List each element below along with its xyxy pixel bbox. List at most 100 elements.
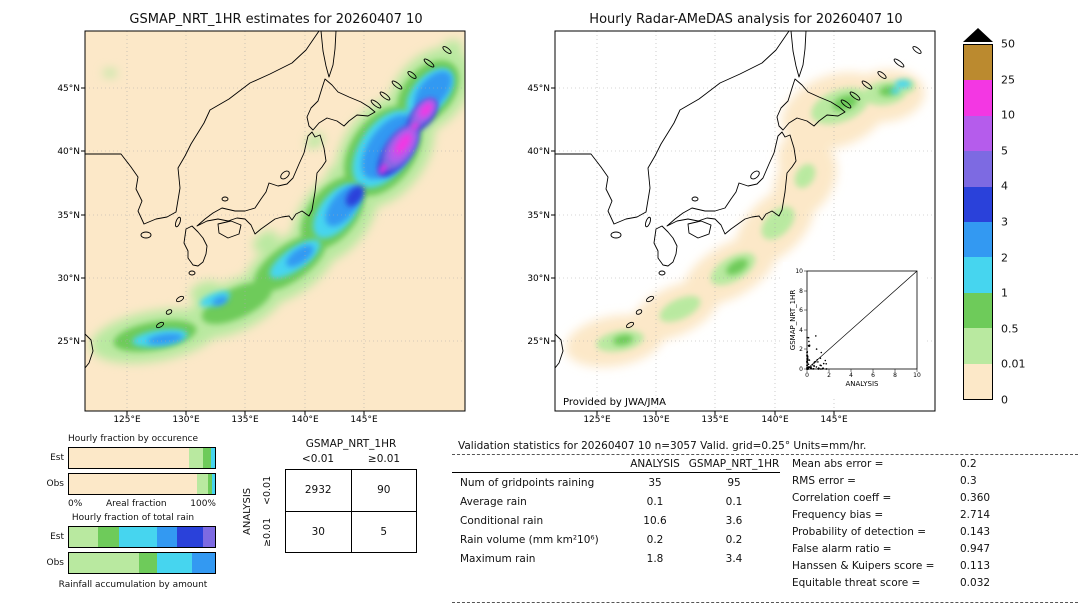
colorbar-segments [963, 44, 993, 400]
lat-tick-label: 30°N [57, 274, 80, 284]
svg-text:4: 4 [849, 372, 853, 379]
colorbar-overflow-triangle [963, 28, 993, 42]
coast-kyushu [183, 225, 208, 267]
lat-tick-label: 40°N [527, 147, 550, 157]
table-row: Num of gridpoints raining 35 95 [460, 476, 741, 489]
scatter-point [820, 351, 823, 354]
axis-hundred-label: 100% [190, 499, 216, 509]
bar-segment [207, 474, 213, 494]
left-map: 45°N 40°N 35°N 30°N 25°N 125°E 130°E 135… [57, 30, 466, 425]
island-kuril [370, 99, 382, 109]
lat-tick-label: 30°N [527, 274, 550, 284]
colorbar-label: 2 [1001, 251, 1008, 265]
divider-dashed-top [452, 454, 1078, 455]
scatter-point [808, 345, 810, 348]
table-row: Conditional rain 10.6 3.6 [460, 514, 743, 527]
inset-ylabel: GSMAP_NRT_1HR [789, 290, 797, 351]
lon-tick-label: 145°E [350, 415, 378, 425]
coast-hokkaido [776, 78, 846, 131]
island-amami [165, 309, 173, 315]
right-tick-marks [551, 87, 835, 415]
contingency-row-label: <0.01 [262, 475, 273, 505]
scatter-point [813, 362, 815, 364]
right-axis-labels: 45°N 40°N 35°N 30°N 25°N 125°E 130°E 135… [527, 84, 848, 425]
colorbar-label: 1 [1001, 286, 1008, 300]
bar-segment [191, 553, 215, 573]
left-map-frame [84, 30, 466, 412]
scatter-point [806, 364, 808, 367]
validation-table-header: ANALYSIS GSMAP_NRT_1HR [452, 458, 780, 473]
colorbar-label: 50 [1001, 37, 1015, 51]
island-kuril [840, 99, 852, 109]
svg-text:6: 6 [871, 372, 875, 379]
scatter-point [809, 366, 811, 369]
island-sado [280, 170, 290, 180]
validation-table: ANALYSIS GSMAP_NRT_1HR Num of gridpoints… [452, 458, 780, 594]
score-line: RMS error = 0.3 [792, 475, 977, 487]
table-row: Average rain 0.1 0.1 [460, 495, 743, 508]
bar-segment [197, 474, 208, 494]
scatter-point [819, 357, 822, 360]
colorbar-label: 3 [1001, 215, 1008, 229]
island-amami2 [175, 295, 185, 303]
bar-segment [156, 527, 178, 547]
colorbar-segment [964, 222, 992, 258]
table-row: Maximum rain 1.8 3.4 [460, 552, 743, 565]
coast-korea-mainland [85, 31, 320, 225]
bar-segment [69, 527, 99, 547]
total-est-bar [68, 526, 216, 548]
lon-tick-label: 125°E [583, 415, 611, 425]
contingency-col-label: ≥0.01 [367, 453, 401, 465]
score-line: Equitable threat score = 0.032 [792, 577, 991, 589]
scatter-point [815, 361, 817, 363]
contingency-cell: 2932 [286, 470, 351, 511]
bar-segment [188, 448, 204, 468]
bar-segment [118, 527, 157, 547]
lon-tick-label: 135°E [231, 415, 259, 425]
lat-tick-label: 25°N [57, 337, 80, 347]
lat-tick-label: 35°N [527, 211, 550, 221]
occurrence-est-bar [68, 447, 216, 469]
scatter-point [813, 365, 815, 368]
scatter-point [807, 336, 810, 339]
lon-tick-label: 145°E [820, 415, 848, 425]
lon-tick-label: 130°E [642, 415, 670, 425]
island-tsushima [645, 216, 651, 228]
occurrence-obs-bar [68, 473, 216, 495]
axis-title: Areal fraction [105, 499, 167, 509]
colorbar-segment [964, 257, 992, 293]
left-axis-labels: 45°N 40°N 35°N 30°N 25°N 125°E 130°E 135… [57, 84, 378, 425]
colorbar-label: 10 [1001, 108, 1015, 122]
scatter-point [815, 366, 818, 368]
contingency-row-label: ≥0.01 [262, 517, 273, 547]
colorbar-segment [964, 363, 992, 400]
right-map: 0 2 4 6 8 10 0 2 4 6 8 10 ANALYSIS GSMAP… [527, 30, 936, 425]
lon-tick-label: 140°E [761, 415, 789, 425]
scatter-point [824, 359, 827, 362]
lon-tick-label: 140°E [291, 415, 319, 425]
est-label: Est [50, 532, 64, 542]
contingency-cell: 90 [351, 470, 416, 511]
coast-sakhalin [320, 31, 337, 78]
svg-text:2: 2 [799, 346, 803, 353]
score-line: Hanssen & Kuipers score = 0.113 [792, 560, 991, 572]
coast-taiwan [85, 333, 94, 369]
right-coastlines [555, 31, 922, 369]
scatter-point [817, 361, 819, 363]
credit-text: Provided by JWA/JMA [563, 397, 666, 408]
island-oki [691, 196, 699, 202]
bar-segment [156, 553, 192, 573]
right-map-precipitation [565, 69, 925, 368]
island-amami [635, 309, 643, 315]
scatter-point [808, 359, 811, 361]
est-label: Est [50, 453, 64, 463]
svg-text:6: 6 [799, 307, 803, 314]
scatter-point [806, 366, 808, 369]
colorbar-label: 0.01 [1001, 357, 1026, 371]
island-tsushima [175, 216, 181, 228]
lat-tick-label: 45°N [527, 84, 550, 94]
occurrence-title: Hourly fraction by occurence [67, 434, 199, 444]
right-map-frame [554, 30, 936, 412]
svg-text:10: 10 [913, 372, 921, 379]
island-okinawa [625, 321, 635, 329]
